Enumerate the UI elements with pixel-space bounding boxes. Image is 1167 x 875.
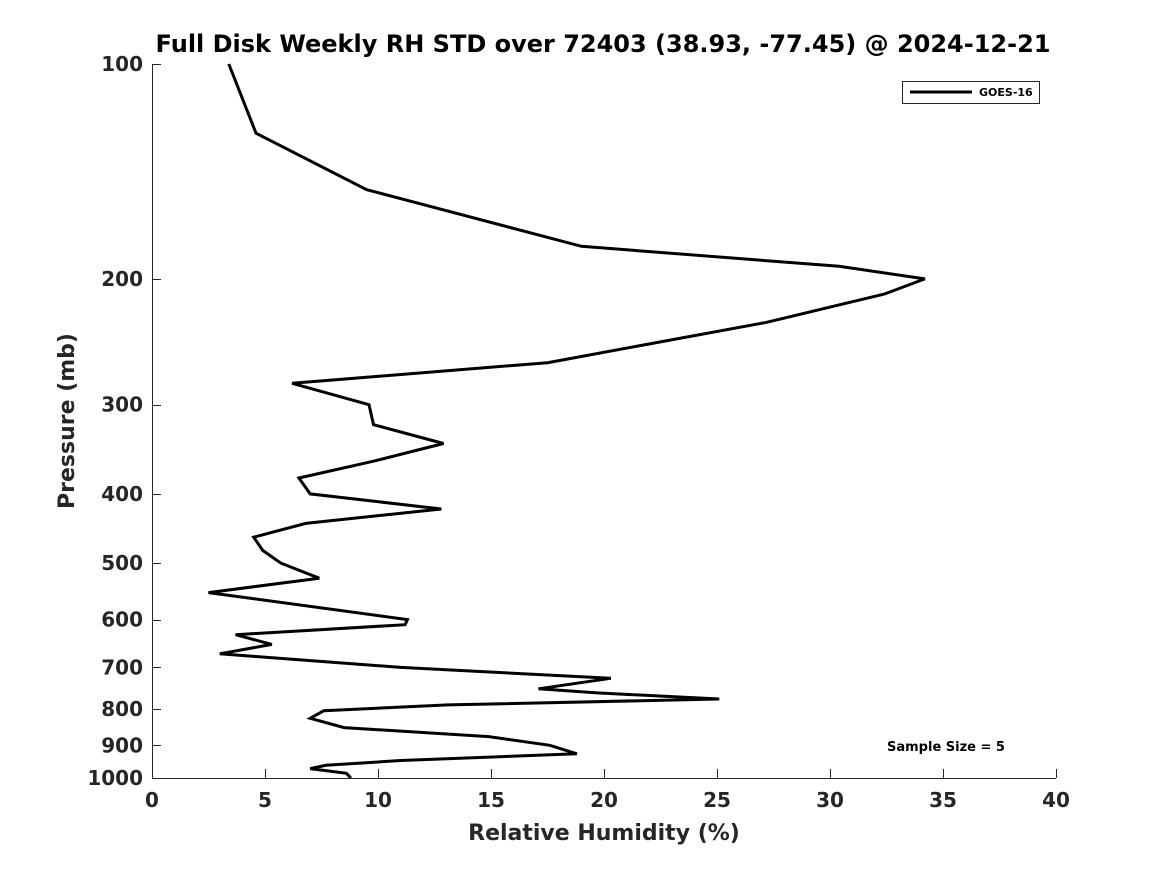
chart-title: Full Disk Weekly RH STD over 72403 (38.9… [156, 30, 1051, 58]
x-axis-ticks: 0 5 10 15 20 25 30 35 40 [145, 769, 1070, 812]
x-tick-label: 15 [477, 788, 505, 812]
x-tick-label: 0 [145, 788, 159, 812]
y-tick-label: 700 [101, 655, 143, 679]
y-tick-label: 400 [101, 482, 143, 506]
y-axis-ticks: 100 200 300 400 500 600 700 800 900 1000 [87, 52, 161, 790]
y-axis-label: Pressure (mb) [55, 333, 80, 509]
y-tick-label: 100 [101, 52, 143, 76]
y-tick-label: 300 [101, 393, 143, 417]
y-tick-label: 1000 [87, 766, 143, 790]
y-tick-label: 200 [101, 267, 143, 291]
y-tick-label: 800 [101, 697, 143, 721]
series-line-goes-16 [208, 63, 926, 780]
legend-entry-goes-16: GOES-16 [979, 86, 1033, 99]
x-tick-label: 35 [929, 788, 957, 812]
y-tick-label: 600 [101, 608, 143, 632]
x-tick-label: 40 [1042, 788, 1070, 812]
x-tick-label: 5 [258, 788, 272, 812]
legend: GOES-16 [902, 81, 1040, 104]
y-tick-label: 500 [101, 551, 143, 575]
x-tick-label: 20 [590, 788, 618, 812]
x-axis-label: Relative Humidity (%) [468, 821, 740, 846]
series-layer [208, 63, 926, 780]
x-tick-label: 25 [703, 788, 731, 812]
x-tick-label: 30 [816, 788, 844, 812]
x-tick-label: 10 [364, 788, 392, 812]
sample-size-annotation: Sample Size = 5 [887, 740, 1005, 755]
y-tick-label: 900 [101, 733, 143, 757]
